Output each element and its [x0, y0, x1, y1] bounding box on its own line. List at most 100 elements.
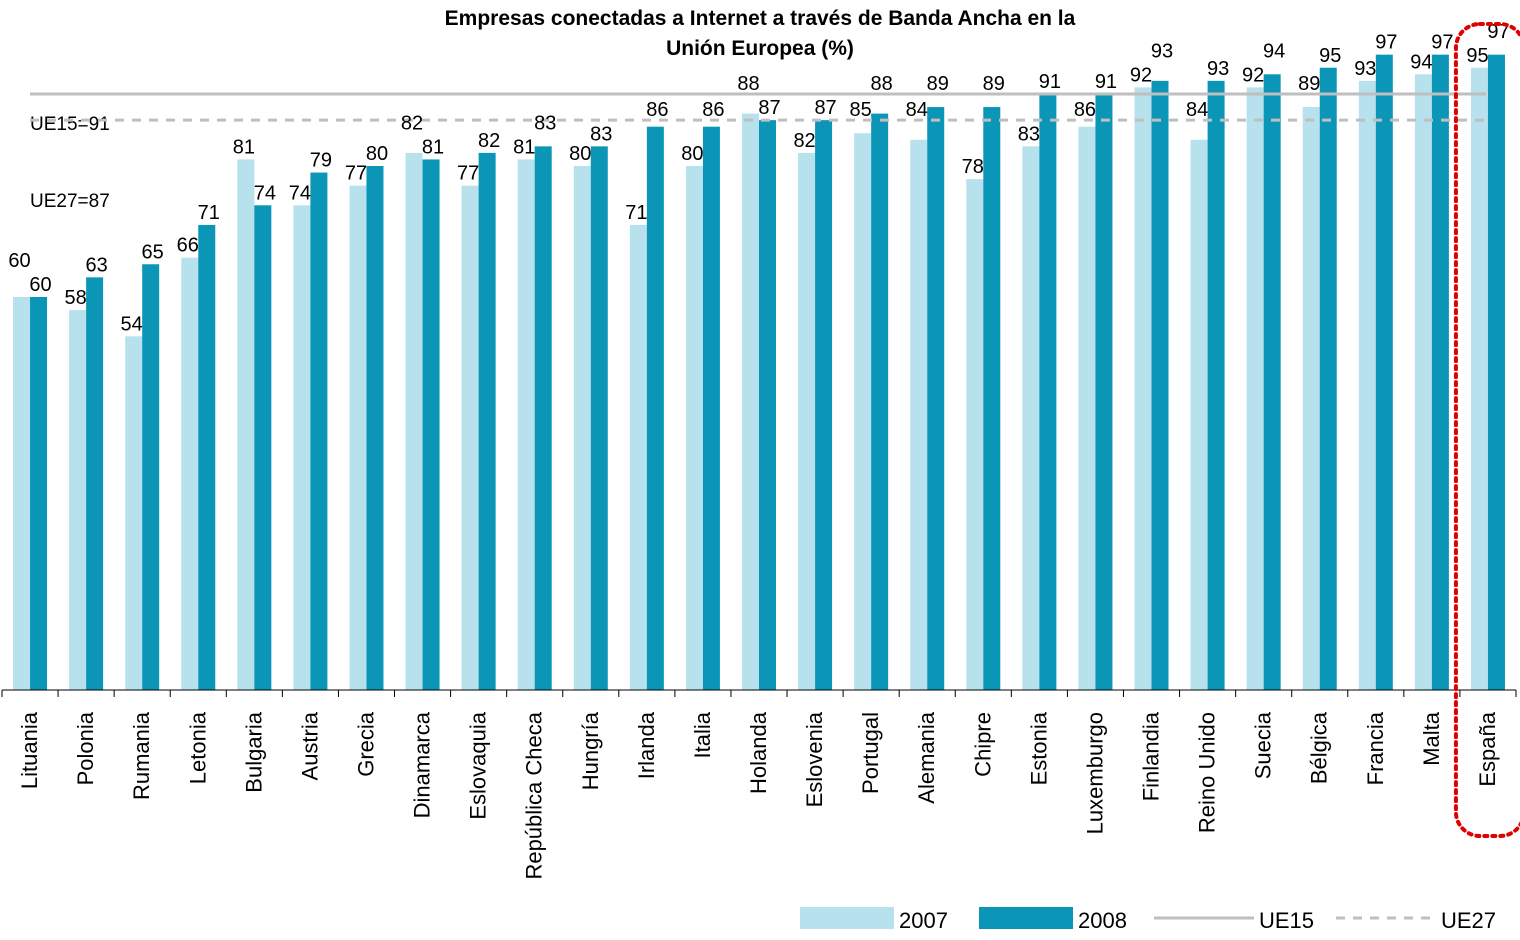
bar-2007 — [685, 166, 703, 690]
data-label-2007: 84 — [1186, 99, 1208, 121]
data-label-2007: 86 — [1074, 99, 1096, 121]
bar-2007 — [405, 152, 423, 690]
bar-2007 — [966, 179, 984, 690]
data-label-2008: 60 — [29, 274, 51, 296]
bar-2008 — [1375, 54, 1393, 690]
bar-2007 — [742, 113, 759, 691]
data-label-2008: 86 — [702, 99, 724, 121]
bar-2008 — [1263, 74, 1281, 691]
data-label-2007: 88 — [737, 73, 759, 95]
bar-2007 — [517, 159, 535, 690]
bar-2008 — [590, 146, 608, 691]
bar-2007 — [910, 139, 928, 691]
data-label-2007: 82 — [401, 112, 423, 134]
bar-2008 — [927, 107, 945, 691]
data-label-2008: 89 — [983, 73, 1005, 95]
data-label-2008: 93 — [1207, 58, 1229, 80]
bar-2008 — [30, 297, 48, 690]
bar-2007 — [1358, 80, 1376, 691]
data-label-2008: 79 — [310, 150, 332, 172]
reference-label-ue27: UE27=87 — [30, 191, 110, 212]
category-label: Letonia — [185, 711, 210, 784]
bar-2008 — [478, 152, 496, 690]
reference-label-ue15: UE15=91 — [30, 114, 110, 135]
bar-2008 — [1487, 54, 1505, 690]
bar-2007 — [1078, 126, 1096, 690]
bar-2007 — [181, 257, 199, 690]
bar-2008 — [646, 126, 664, 690]
data-label-2008: 74 — [254, 182, 276, 204]
data-label-2007: 74 — [289, 182, 311, 204]
legend-label-ue27: UE27 — [1441, 908, 1496, 933]
data-label-2007: 58 — [64, 287, 86, 309]
category-label: Malta — [1419, 711, 1444, 766]
data-label-2007: 71 — [625, 202, 647, 224]
bar-2007 — [349, 185, 367, 690]
category-label: Chipre — [970, 712, 995, 777]
bar-2007 — [1246, 87, 1264, 690]
category-label: Eslovaquia — [466, 711, 491, 819]
category-label: Italia — [690, 711, 715, 758]
data-label-2008: 89 — [927, 73, 949, 95]
category-label: Suecia — [1251, 711, 1276, 779]
category-label: Francia — [1363, 711, 1388, 785]
data-label-2007: 92 — [1130, 64, 1152, 86]
bar-2008 — [815, 120, 833, 690]
data-label-2008: 95 — [1319, 45, 1341, 67]
data-label-2007: 95 — [1466, 45, 1488, 67]
bar-2007 — [854, 133, 872, 690]
data-label-2008: 93 — [1151, 40, 1173, 62]
data-label-2007: 80 — [681, 143, 703, 165]
data-label-2008: 91 — [1095, 71, 1117, 93]
data-label-2008: 65 — [142, 241, 164, 263]
bar-2007 — [1470, 67, 1488, 690]
chart-title-line-1: Empresas conectadas a Internet a través … — [444, 7, 1076, 30]
data-label-2008: 71 — [198, 202, 220, 224]
bar-2007 — [629, 224, 647, 690]
category-label: Polonia — [73, 711, 98, 785]
bar-2008 — [534, 146, 552, 691]
legend-label-ue15: UE15 — [1259, 908, 1314, 933]
bar-2007 — [573, 166, 591, 690]
category-label: Rumania — [129, 711, 154, 800]
legend-swatch-2007 — [800, 907, 894, 929]
legend-label-2008: 2008 — [1078, 908, 1127, 933]
bar-2007 — [1190, 139, 1208, 691]
data-label-2007: 82 — [793, 130, 815, 152]
bar-2008 — [759, 120, 776, 690]
highlight-box-espana — [1453, 22, 1520, 838]
category-label: Alemania — [914, 711, 939, 803]
data-label-2008: 87 — [758, 97, 780, 119]
bar-2007 — [461, 185, 479, 690]
bar-2007 — [125, 336, 143, 690]
bar-2008 — [1319, 67, 1337, 690]
data-label-2008: 87 — [814, 97, 836, 119]
category-label: Holanda — [746, 711, 771, 794]
category-label: Luxemburgo — [1082, 712, 1107, 834]
data-label-2008: 63 — [85, 254, 107, 276]
category-label: Estonia — [1026, 711, 1051, 785]
data-label-2007: 92 — [1242, 64, 1264, 86]
bar-2008 — [86, 277, 104, 690]
legend-swatch-2008 — [979, 907, 1073, 929]
bar-2008 — [142, 264, 160, 690]
chart-title: Empresas conectadas a Internet a través … — [0, 4, 1520, 64]
bar-2007 — [13, 297, 31, 690]
data-label-2007: 60 — [8, 250, 30, 272]
data-label-2007: 77 — [457, 163, 479, 185]
category-label: Dinamarca — [410, 711, 435, 818]
data-label-2008: 97 — [1431, 32, 1453, 54]
category-label: Grecia — [353, 711, 378, 777]
data-label-2008: 97 — [1375, 32, 1397, 54]
category-label: Portugal — [858, 712, 883, 794]
data-label-2007: 84 — [906, 99, 928, 121]
bar-2007 — [237, 159, 255, 690]
bar-2007 — [1302, 107, 1320, 691]
bar-2008 — [310, 172, 328, 691]
category-label: Eslovenia — [802, 711, 827, 807]
data-label-2008: 86 — [646, 99, 668, 121]
bar-2007 — [69, 310, 87, 690]
data-label-2007: 81 — [233, 136, 255, 158]
category-label: Finlandia — [1139, 711, 1164, 801]
